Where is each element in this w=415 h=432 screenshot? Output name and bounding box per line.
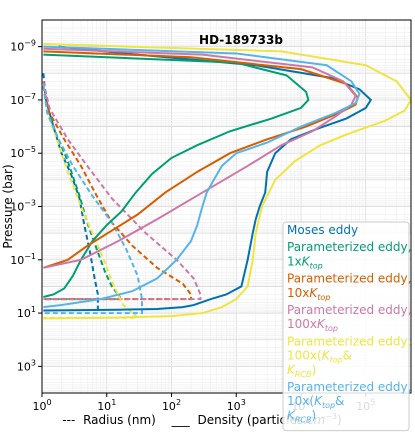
x-tick-label: 101 <box>97 398 116 413</box>
y-tick-label: 10−7 <box>10 92 36 107</box>
y-tick-label: 10−3 <box>10 199 36 214</box>
series-5-radius-line <box>42 85 143 315</box>
chart-title: HD-189733b <box>199 33 283 47</box>
legend-entry-2-line-0: Parameterized eddy, <box>287 272 411 286</box>
x-tick-label: 103 <box>227 398 246 413</box>
y-tick-label: 10−1 <box>10 252 36 267</box>
series-2-radius-line <box>42 85 192 301</box>
series-3-density-line <box>43 47 357 269</box>
legend-entry-3-line-1: 100xKtop <box>287 317 338 333</box>
legend-entry-1-line-0: Parameterized eddy, <box>287 240 411 254</box>
solid-marker: ___ <box>171 413 191 427</box>
series-4-density-line <box>43 43 411 320</box>
legend-entry-1-line-1: 1xKtop <box>287 254 323 270</box>
series-4-radius-line <box>42 85 141 319</box>
x-tick-label: 100 <box>32 398 51 413</box>
legend-entry-0-line-0: Moses eddy <box>287 223 358 237</box>
legend-entry-5-line-2: KRCB) <box>287 408 316 424</box>
series-5-density-line <box>43 45 361 309</box>
legend-entry-2-line-1: 10xKtop <box>287 286 330 302</box>
legend-entry-4-line-1: 100x(Ktop& <box>287 349 352 365</box>
series-2-density-line <box>43 50 359 269</box>
density-label: Density (particles. <box>197 413 306 427</box>
legend-entry-4-line-0: Parameterized eddy, <box>287 334 411 348</box>
legend-box <box>282 221 410 432</box>
series-0-radius-line <box>42 73 99 311</box>
series-3-radius-line <box>42 81 202 301</box>
legend-entry-5-line-0: Parameterized eddy, <box>287 380 411 394</box>
series-1-density-line <box>43 53 310 298</box>
dash-marker: --- <box>62 413 75 427</box>
legend-entry-4-line-2: KRCB) <box>287 363 316 379</box>
y-axis-label: Pressure (bar) <box>1 164 15 248</box>
series-0-density-line <box>43 45 373 312</box>
radius-label: Radius (nm) <box>83 413 156 427</box>
x-tick-label: 102 <box>162 398 181 413</box>
y-tick-label: 101 <box>17 305 36 320</box>
y-tick-label: 103 <box>17 358 36 373</box>
legend-entry-3-line-0: Parameterized eddy, <box>287 303 411 317</box>
y-tick-label: 10−9 <box>10 39 36 54</box>
legend-entry-5-line-1: 10x(Ktop& <box>287 394 344 410</box>
y-tick-label: 10−5 <box>10 145 36 160</box>
series-layer <box>42 43 411 320</box>
